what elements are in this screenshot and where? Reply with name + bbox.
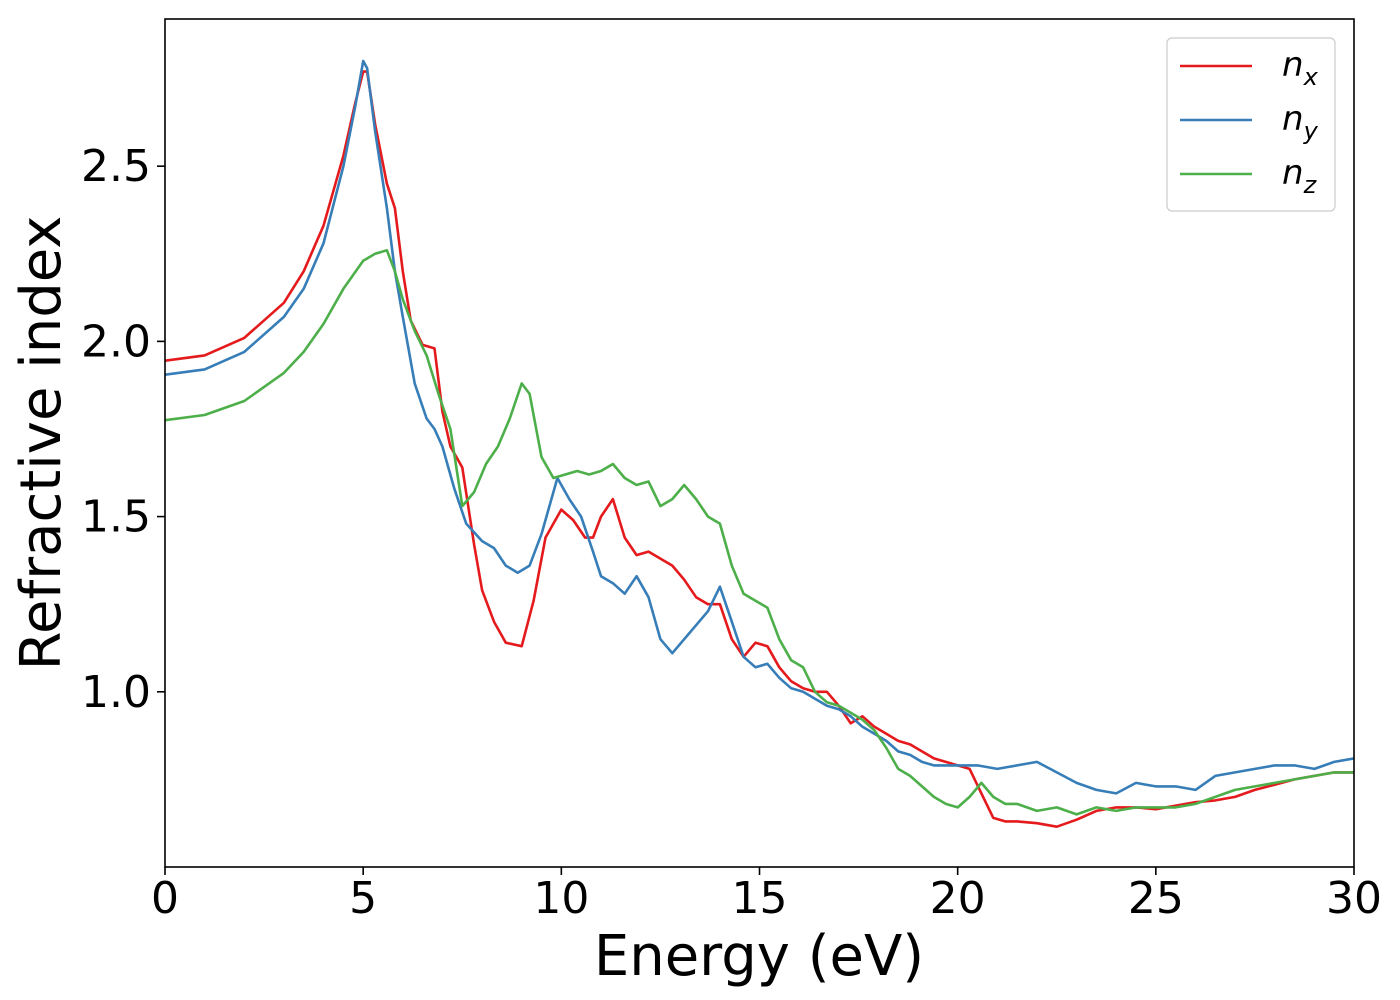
legend-box (1166, 37, 1336, 212)
series-line-ny (165, 59, 1354, 795)
legend-label: ny (1282, 99, 1319, 145)
y-tick-label: 2.5 (81, 141, 151, 192)
x-tick-label: 15 (732, 873, 788, 924)
y-tick-label: 1.0 (81, 667, 151, 718)
x-axis-ticks: 0 5 10 15 20 25 30 (151, 867, 1382, 924)
x-tick-label: 5 (349, 873, 377, 924)
y-axis-ticks: 1.0 1.5 2.0 2.5 (81, 141, 165, 718)
x-tick-label: 0 (151, 873, 179, 924)
series-line-nz (165, 249, 1354, 816)
x-axis-title: Energy (eV) (594, 924, 924, 989)
x-tick-label: 10 (533, 873, 589, 924)
legend: nx ny nz (1166, 37, 1336, 212)
legend-label: nx (1282, 45, 1319, 91)
y-tick-label: 1.5 (81, 492, 151, 543)
legend-label: nz (1282, 153, 1318, 199)
series-line-nx (165, 70, 1354, 828)
x-tick-label: 20 (930, 873, 986, 924)
y-axis-title: Refractive index (9, 216, 74, 671)
y-tick-label: 2.0 (81, 316, 151, 367)
x-tick-label: 30 (1326, 873, 1382, 924)
series-layer (165, 59, 1354, 828)
x-tick-label: 25 (1128, 873, 1184, 924)
